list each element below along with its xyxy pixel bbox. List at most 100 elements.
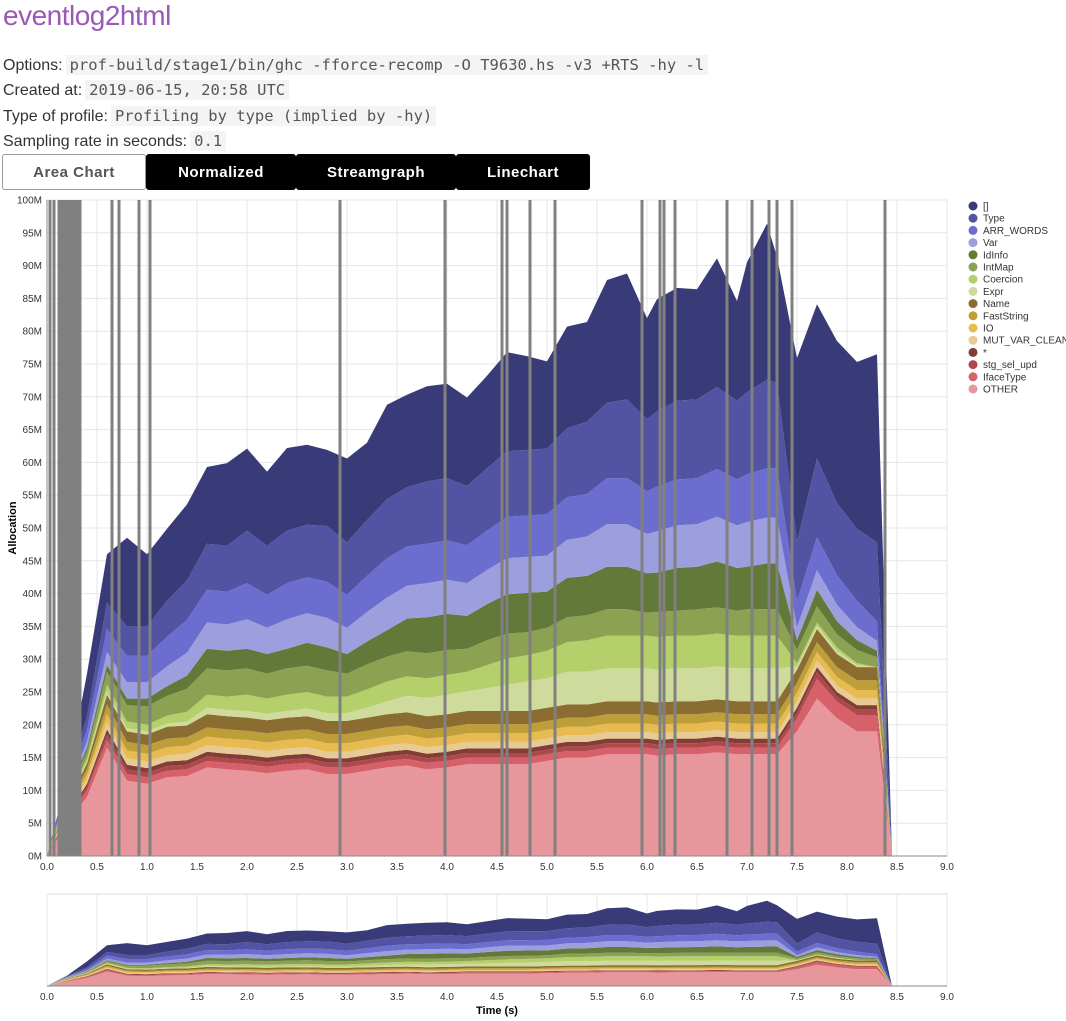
overview-x-tick-label: 2.0	[240, 992, 254, 1003]
legend-label: ARR_WORDS	[983, 226, 1048, 237]
y-tick-label: 95M	[23, 228, 42, 239]
overview-x-tick-label: 7.5	[790, 992, 804, 1003]
y-tick-label: 15M	[23, 753, 42, 764]
y-tick-label: 80M	[23, 327, 42, 338]
area-series-name	[47, 629, 892, 856]
y-tick-label: 40M	[23, 589, 42, 600]
y-tick-label: 70M	[23, 392, 42, 403]
tab-linechart[interactable]: Linechart	[456, 154, 590, 190]
overview-x-tick-label: 3.0	[340, 992, 354, 1003]
options-row: Options: prof-build/stage1/bin/ghc -fforc…	[3, 55, 709, 75]
event-markers	[48, 200, 887, 856]
legend-swatch	[968, 311, 978, 321]
overview-x-tick-label: 9.0	[940, 992, 954, 1003]
legend-label: Expr	[983, 287, 1004, 298]
x-axis-label: Time (s)	[476, 1005, 518, 1017]
x-tick-label: 7.0	[740, 862, 754, 873]
legend-swatch	[968, 299, 978, 309]
x-tick-label: 5.5	[590, 862, 604, 873]
y-tick-label: 30M	[23, 655, 42, 666]
overview-x-tick-label: 3.5	[390, 992, 404, 1003]
legend-label: Coercion	[983, 275, 1023, 286]
legend-swatch	[968, 286, 978, 296]
x-tick-label: 3.0	[340, 862, 354, 873]
legend-label: IntMap	[983, 263, 1014, 274]
area-series-other	[47, 964, 892, 986]
area-series-mut-var-clean	[47, 660, 892, 856]
x-tick-label: 4.5	[490, 862, 504, 873]
y-tick-label: 100M	[17, 196, 42, 207]
legend-swatch	[968, 262, 978, 272]
y-tick-label: 50M	[23, 524, 42, 535]
sampling-rate-value: 0.1	[190, 131, 227, 151]
overview-x-tick-label: 6.0	[640, 992, 654, 1003]
y-tick-label: 55M	[23, 491, 42, 502]
y-tick-label: 5M	[28, 819, 42, 830]
area-series-	[47, 900, 892, 986]
overview-x-tick-label: 1.5	[190, 992, 204, 1003]
overview-x-tick-label: 8.5	[890, 992, 904, 1003]
area-series-var	[47, 516, 892, 856]
legend-swatch	[968, 335, 978, 345]
area-series-idinfo	[47, 561, 892, 856]
profile-type-value: Profiling by type (implied by -hy)	[110, 106, 437, 126]
overview-x-tick-label: 8.0	[840, 992, 854, 1003]
created-label: Created at:	[3, 82, 83, 99]
x-tick-label: 7.5	[790, 862, 804, 873]
y-tick-label: 10M	[23, 786, 42, 797]
x-tick-label: 0.5	[90, 862, 104, 873]
legend-swatch	[968, 347, 978, 357]
x-tick-label: 3.5	[390, 862, 404, 873]
area-series-	[47, 223, 892, 857]
overview-x-tick-label: 4.0	[440, 992, 454, 1003]
x-tick-label: 6.0	[640, 862, 654, 873]
x-tick-label: 5.0	[540, 862, 554, 873]
profile-type-label: Type of profile:	[3, 108, 108, 125]
y-tick-label: 25M	[23, 688, 42, 699]
legend-swatch	[968, 201, 978, 211]
area-series-expr	[47, 955, 892, 986]
tab-streamgraph[interactable]: Streamgraph	[296, 154, 456, 190]
overview-x-tick-label: 5.0	[540, 992, 554, 1003]
area-series-ifacetype	[47, 678, 892, 856]
overview-x-tick-label: 1.0	[140, 992, 154, 1003]
page-title: eventlog2html	[3, 0, 171, 31]
area-series-mut-var-clean	[47, 959, 892, 986]
tab-area-chart[interactable]: Area Chart	[2, 154, 146, 190]
area-series-arr-words	[47, 468, 892, 856]
y-tick-label: 0M	[28, 852, 42, 863]
area-series-faststring	[47, 957, 892, 986]
legend-label: stg_sel_upd	[983, 360, 1037, 371]
legend-label: IO	[983, 324, 994, 335]
overview-x-tick-label: 7.0	[740, 992, 754, 1003]
overview-x-tick-label: 0.0	[40, 992, 54, 1003]
overview-x-tick-label: 6.5	[690, 992, 704, 1003]
x-tick-label: 8.5	[890, 862, 904, 873]
legend-label: []	[983, 202, 989, 213]
overview-x-tick-label: 4.5	[490, 992, 504, 1003]
y-tick-label: 90M	[23, 261, 42, 272]
area-series-name	[47, 955, 892, 986]
x-tick-label: 1.0	[140, 862, 154, 873]
legend-label: Var	[983, 238, 998, 249]
area-series-intmap	[47, 952, 892, 986]
x-tick-label: 0.0	[40, 862, 54, 873]
legend-label: Type	[983, 214, 1005, 225]
tab-normalized[interactable]: Normalized	[146, 154, 296, 190]
y-tick-label: 20M	[23, 720, 42, 731]
y-tick-label: 35M	[23, 622, 42, 633]
options-label: Options:	[3, 57, 63, 74]
sampling-rate-label: Sampling rate in seconds:	[3, 133, 188, 150]
options-value: prof-build/stage1/bin/ghc -fforce-recomp…	[65, 55, 709, 75]
overview-areas	[47, 900, 892, 986]
y-tick-label: 75M	[23, 360, 42, 371]
overview-brush-chart[interactable]: 0.0 0.5 1.0 1.5 2.0 2.5 3.0 3.5 4.0 4.5 5.0 5.5 6.0 6…	[40, 893, 954, 1003]
x-tick-label: 4.0	[440, 862, 454, 873]
overview-x-tick-label: 2.5	[290, 992, 304, 1003]
sampling-rate-row: Sampling rate in seconds: 0.1	[3, 131, 227, 151]
legend-swatch	[968, 360, 978, 370]
area-series-var	[47, 940, 892, 986]
legend-label: *	[983, 348, 987, 359]
area-series-io	[47, 958, 892, 986]
